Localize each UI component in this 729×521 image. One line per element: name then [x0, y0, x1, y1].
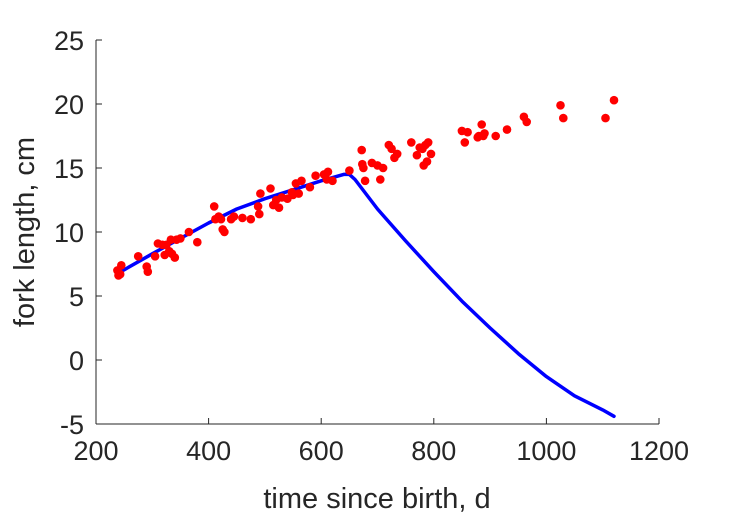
data-point — [220, 227, 229, 237]
data-point — [117, 261, 126, 270]
data-point — [229, 212, 239, 221]
data-point — [184, 227, 194, 237]
data-point — [274, 203, 284, 212]
axes — [95, 40, 659, 425]
data-point — [193, 237, 202, 247]
data-point — [463, 127, 472, 137]
x-axis-label: time since birth, d — [263, 483, 490, 515]
data-point — [150, 251, 160, 261]
data-point — [143, 267, 153, 277]
data-point — [297, 176, 306, 186]
data-point — [609, 95, 619, 105]
data-point — [238, 213, 247, 223]
data-point — [378, 163, 388, 173]
data-point — [460, 138, 470, 147]
y-tick-label: 10 — [54, 218, 84, 248]
data-point — [294, 189, 304, 198]
y-axis-label: fork length, cm — [9, 137, 41, 327]
plot-area — [113, 95, 619, 419]
data-point — [305, 182, 315, 192]
data-point — [502, 125, 512, 134]
data-point — [216, 214, 226, 224]
data-point — [209, 202, 219, 211]
data-point — [392, 149, 402, 159]
model-curve — [116, 172, 616, 419]
data-point — [423, 138, 433, 147]
data-point — [407, 138, 416, 147]
x-tick-label: 200 — [73, 436, 118, 466]
data-point — [133, 251, 143, 261]
data-point — [357, 145, 367, 155]
data-point — [170, 253, 180, 262]
data-point — [246, 214, 256, 224]
x-tick-label: 1200 — [629, 436, 689, 466]
y-tick-label: -5 — [60, 410, 84, 440]
data-point — [412, 150, 422, 160]
data-point — [477, 120, 487, 129]
data-point — [266, 184, 275, 193]
y-tick-label: 20 — [54, 90, 84, 120]
data-point — [556, 101, 565, 110]
x-tick-label: 800 — [411, 436, 456, 466]
data-point — [422, 157, 432, 166]
x-tick-label: 1000 — [516, 436, 576, 466]
y-tick-label: 5 — [69, 282, 84, 312]
data-point — [256, 189, 265, 198]
y-tick-label: 15 — [54, 154, 84, 184]
data-point — [176, 234, 185, 243]
y-tick-label: 25 — [54, 26, 84, 56]
data-point — [426, 149, 436, 159]
data-point — [360, 176, 370, 186]
data-point — [491, 131, 501, 141]
x-tick-label: 400 — [186, 436, 231, 466]
data-point — [522, 117, 531, 127]
data-point — [601, 113, 610, 123]
data-point — [559, 113, 568, 123]
y-tick-label: 0 — [69, 346, 84, 376]
data-point — [376, 175, 385, 184]
data-point — [253, 202, 263, 211]
data-point — [323, 167, 333, 177]
data-point — [311, 171, 320, 180]
data-point — [115, 269, 125, 279]
data-point — [254, 209, 264, 219]
data-point — [359, 163, 368, 173]
ticks: 200 400 600 800 1000 1200 -5 0 5 10 15 20 25 — [54, 26, 689, 466]
data-point — [328, 176, 337, 186]
data-point — [387, 144, 396, 154]
data-point — [480, 129, 489, 138]
data-points — [113, 95, 619, 280]
x-tick-label: 600 — [299, 436, 344, 466]
data-point — [345, 166, 354, 175]
